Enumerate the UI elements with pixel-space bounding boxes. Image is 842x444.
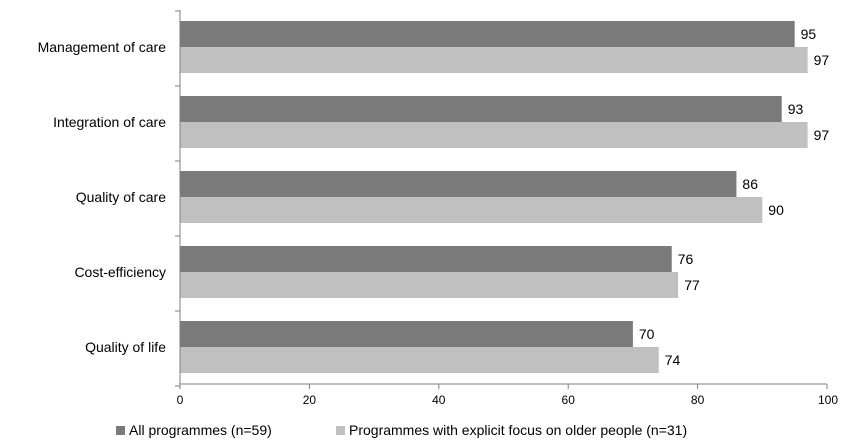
bar-management-of-care-series-1 [180, 21, 795, 47]
x-tick-labels: 0 20 40 60 80 100 [177, 393, 839, 407]
legend-swatch-series-1 [116, 425, 125, 435]
data-label-quality-of-life-series-1: 70 [639, 326, 655, 342]
bars-group [180, 21, 808, 373]
bar-chart: Management of care Integration of care Qua… [38, 10, 839, 407]
x-tick-label-100: 100 [818, 393, 838, 407]
bar-integration-of-care-series-2 [180, 122, 808, 148]
bar-management-of-care-series-2 [180, 47, 808, 73]
category-label-cost-efficiency: Cost-efficiency [74, 264, 166, 280]
legend-item-older-people: Programmes with explicit focus on older … [336, 422, 687, 438]
bar-quality-of-life-series-1 [180, 321, 633, 347]
legend-label-series-1: All programmes (n=59) [129, 422, 272, 438]
bar-quality-of-care-series-2 [180, 197, 763, 223]
legend-item-all-programmes: All programmes (n=59) [116, 422, 272, 438]
legend: All programmes (n=59) Programmes with ex… [0, 422, 842, 444]
data-label-cost-efficiency-series-2: 77 [684, 277, 700, 293]
legend-swatch-series-2 [336, 425, 345, 435]
category-label-quality-of-life: Quality of life [85, 339, 166, 355]
bar-cost-efficiency-series-1 [180, 246, 672, 272]
category-label-quality-of-care: Quality of care [76, 189, 166, 205]
category-label-integration-of-care: Integration of care [53, 114, 166, 130]
bar-quality-of-care-series-1 [180, 171, 737, 197]
bar-cost-efficiency-series-2 [180, 272, 679, 298]
value-labels: 95 97 93 97 86 90 76 77 70 74 [639, 26, 829, 368]
x-tick-label-80: 80 [691, 393, 705, 407]
bar-quality-of-life-series-2 [180, 347, 659, 373]
axes [175, 10, 828, 389]
x-tick-label-40: 40 [432, 393, 446, 407]
data-label-integration-of-care-series-1: 93 [788, 101, 804, 117]
x-tick-label-20: 20 [303, 393, 317, 407]
category-labels: Management of care Integration of care Qua… [38, 39, 167, 355]
data-label-cost-efficiency-series-1: 76 [678, 251, 694, 267]
x-tick-label-0: 0 [177, 393, 184, 407]
data-label-management-of-care-series-1: 95 [801, 26, 817, 42]
data-label-quality-of-life-series-2: 74 [665, 352, 681, 368]
data-label-integration-of-care-series-2: 97 [814, 127, 830, 143]
bar-integration-of-care-series-1 [180, 96, 782, 122]
data-label-quality-of-care-series-2: 90 [768, 202, 784, 218]
data-label-quality-of-care-series-1: 86 [742, 176, 758, 192]
legend-label-series-2: Programmes with explicit focus on older … [349, 422, 688, 438]
x-tick-label-60: 60 [562, 393, 576, 407]
category-label-management-of-care: Management of care [38, 39, 167, 55]
data-label-management-of-care-series-2: 97 [814, 52, 830, 68]
